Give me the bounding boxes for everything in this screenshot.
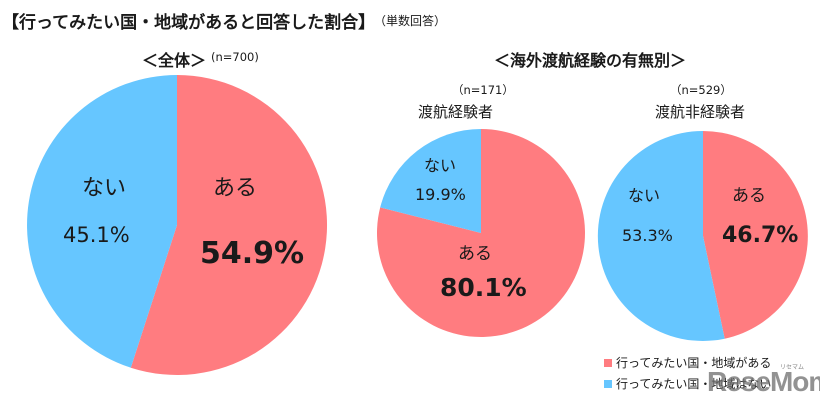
value-aru-experienced: 80.1%	[440, 273, 527, 302]
slice-nai-experienced	[380, 129, 481, 233]
sample-size-experienced: （n=171）	[452, 83, 514, 97]
watermark-logo: ReseMom	[707, 366, 820, 397]
slice-aru-not-experienced	[703, 131, 808, 339]
value-aru-overall: 54.9%	[200, 236, 304, 271]
value-aru-not-experienced: 46.7%	[722, 223, 798, 248]
legend-label-nai: 行ってみたい国・地域はない	[616, 377, 772, 391]
section-title-overall: ＜全体＞	[142, 51, 207, 70]
legend-swatch-aru	[604, 358, 612, 367]
legend-swatch-nai	[604, 379, 612, 388]
slice-aru-overall	[130, 74, 328, 375]
sample-size-overall: (n=700)	[211, 50, 259, 64]
label-nai-experienced: ない	[424, 156, 456, 175]
chart-title: 【行ってみたい国・地域があると回答した割合】	[2, 13, 376, 33]
value-nai-not-experienced: 53.3%	[622, 226, 673, 245]
pie-experienced: ない 19.9% ある 80.1%	[377, 129, 585, 337]
pie-title-experienced: 渡航経験者	[418, 103, 494, 121]
legend-label-aru: 行ってみたい国・地域がある	[616, 356, 772, 370]
sample-size-not-experienced: （n=529）	[670, 83, 732, 97]
legend-item-aru: 行ってみたい国・地域がある	[604, 354, 771, 371]
section-title-by-experience: ＜海外渡航経験の有無別＞	[494, 51, 687, 70]
label-aru-experienced: ある	[458, 244, 492, 264]
slice-nai-overall	[27, 75, 177, 368]
value-nai-overall: 45.1%	[63, 223, 130, 247]
legend-item-nai: 行ってみたい国・地域はない	[604, 375, 771, 392]
label-aru-overall: ある	[213, 176, 257, 201]
value-nai-experienced: 19.9%	[415, 185, 466, 204]
slice-nai-not-experienced	[597, 130, 725, 341]
label-aru-not-experienced: ある	[732, 186, 766, 206]
label-nai-overall: ない	[82, 176, 126, 201]
chart-title-note: （単数回答）	[374, 14, 447, 28]
pie-overall: ない 45.1% ある 54.9%	[27, 74, 328, 375]
label-nai-not-experienced: ない	[628, 186, 660, 205]
watermark-subtext: リセマム	[780, 364, 805, 371]
pie-not-experienced: ない 53.3% ある 46.7%	[597, 130, 808, 341]
pie-title-not-experienced: 渡航非経験者	[655, 103, 746, 121]
